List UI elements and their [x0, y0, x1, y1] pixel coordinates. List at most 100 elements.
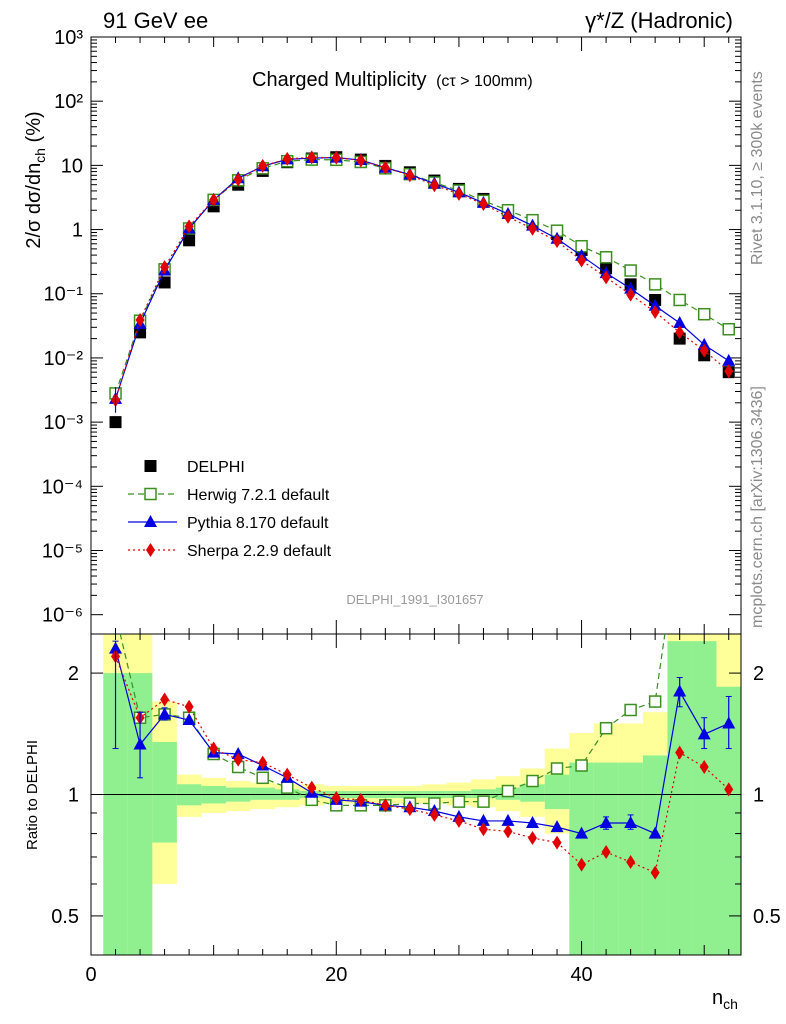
- series-3-point: [135, 312, 145, 327]
- series-3-point: [233, 172, 243, 187]
- ratio-y-tick-label: 2: [68, 663, 79, 685]
- ratio-series-1-point: [648, 826, 662, 839]
- y-tick-label: 10²: [54, 91, 83, 113]
- ratio-band-green: [691, 641, 717, 955]
- ratio-series-0-point: [526, 774, 539, 788]
- x-tick-label: 40: [570, 964, 592, 986]
- ratio-series-2-point: [503, 824, 513, 839]
- series-1-point: [722, 322, 735, 336]
- main-y-axis-title: 2/σ dσ/dnch (%): [23, 111, 48, 248]
- series-3-point: [282, 151, 292, 166]
- ratio-series-2-point: [160, 692, 170, 707]
- series-3-point: [478, 197, 488, 212]
- ratio-series-2-point: [528, 831, 538, 846]
- ratio-series-0-point: [256, 771, 269, 785]
- series-0-point: [183, 234, 196, 247]
- ratio-series-2-point: [577, 857, 587, 872]
- ratio-series-2-point: [233, 752, 243, 767]
- ratio-y-tick-label-right: 2: [753, 663, 764, 685]
- series-3-point: [454, 186, 464, 201]
- series-2-point: [648, 298, 662, 311]
- series-3-point: [331, 150, 341, 165]
- y-tick-label: 10³: [54, 27, 83, 49]
- series-3-point: [160, 260, 170, 275]
- plot-title-sub: (cτ > 100mm): [436, 73, 533, 90]
- ratio-series-2-point: [454, 813, 464, 828]
- series-2-point: [722, 353, 736, 366]
- x-tick-label: 0: [85, 964, 96, 986]
- series-3-point: [184, 219, 194, 234]
- legend-marker: [144, 487, 157, 501]
- y-tick-label: 1: [72, 220, 83, 242]
- series-3-point: [650, 304, 660, 319]
- y-tick-label: 10⁻⁶: [42, 605, 83, 627]
- ratio-series-2-point: [650, 865, 660, 880]
- ratio-series-2-point: [478, 822, 488, 837]
- ratio-band-green: [152, 741, 177, 843]
- ratio-series-1-point: [182, 713, 196, 726]
- ratio-series-1-point: [550, 820, 564, 833]
- ratio-series-2-point: [184, 699, 194, 714]
- ratio-series-2-point: [699, 759, 709, 774]
- series-2-point: [673, 316, 687, 329]
- ratio-series-2-point: [405, 802, 415, 817]
- ratio-band-green: [250, 787, 275, 800]
- ratio-series-0-point: [575, 759, 588, 772]
- legend-label: DELPHI: [187, 459, 245, 476]
- y-tick-label: 10: [61, 155, 83, 177]
- ratio-series-2-point: [552, 835, 562, 850]
- ratio-y-tick-label-right: 1: [753, 785, 764, 807]
- ratio-panel: 0 20 40 0.5 0.5 1 1 2 2: [51, 633, 781, 986]
- series-1-point: [673, 293, 686, 307]
- legend-marker: [146, 543, 155, 557]
- series-3-point: [675, 325, 685, 340]
- legend-marker: [144, 460, 157, 472]
- main-panel: 10⁻⁶ 10⁻⁵ 10⁻⁴ 10⁻³ 10⁻² 10⁻¹ 1 10 10² 10³: [42, 27, 742, 635]
- ratio-series-0-point: [477, 795, 490, 808]
- ratio-y-tick-label: 1: [68, 785, 79, 807]
- y-tick-label: 10⁻⁴: [42, 476, 83, 498]
- ratio-series-0-point: [648, 695, 662, 708]
- series-3-point: [528, 221, 538, 236]
- main-series-group: [109, 150, 736, 429]
- ratio-series-2-line: [114, 656, 730, 874]
- series-3-point: [405, 168, 415, 183]
- ratio-series-2-point: [626, 855, 636, 870]
- rivet-version-label: Rivet 3.1.10, ≥ 300k events: [749, 71, 766, 265]
- mcplots-label: mcplots.cern.ch [arXiv:1306.3436]: [749, 386, 766, 628]
- ratio-series-0-point: [599, 721, 613, 735]
- legend-label: Pythia 8.170 default: [187, 515, 329, 532]
- y-tick-label: 10⁻²: [44, 348, 84, 370]
- series-1-point: [624, 264, 637, 277]
- energy-label: 91 GeV ee: [103, 8, 208, 33]
- series-0-point: [158, 276, 171, 289]
- series-3-point: [429, 178, 439, 193]
- ratio-series-2-point: [380, 798, 390, 813]
- ratio-series-2-point: [675, 745, 685, 760]
- series-1-point: [599, 251, 613, 264]
- ratio-series-2-point: [724, 782, 734, 797]
- ratio-series-2-point: [601, 845, 611, 860]
- ratio-series-1-line: [114, 648, 729, 835]
- ratio-series-2-point: [209, 741, 219, 756]
- ratio-series-2-point: [307, 780, 317, 795]
- ratio-band-green: [471, 789, 496, 799]
- x-tick-label: 20: [325, 964, 347, 986]
- series-3-point: [724, 364, 734, 379]
- series-3-point: [356, 153, 366, 168]
- ratio-series-2-point: [331, 791, 341, 806]
- legend-label: Herwig 7.2.1 default: [187, 487, 330, 504]
- plot-title: Charged Multiplicity (cτ > 100mm): [252, 69, 533, 91]
- series-1-point: [697, 307, 711, 321]
- ratio-series-2-point: [258, 755, 268, 770]
- ratio-band-green: [544, 774, 570, 810]
- ratio-series-2-point: [356, 792, 366, 807]
- legend: DELPHI Herwig 7.2.1 default Pythia 8.170 d…: [128, 459, 332, 560]
- series-3-point: [699, 343, 709, 358]
- series-3-point: [209, 192, 219, 207]
- series-3-point: [601, 270, 611, 285]
- y-tick-label: 10⁻¹: [44, 284, 84, 306]
- legend-label: Sherpa 2.2.9 default: [187, 543, 332, 560]
- ratio-series-1-point: [501, 813, 515, 826]
